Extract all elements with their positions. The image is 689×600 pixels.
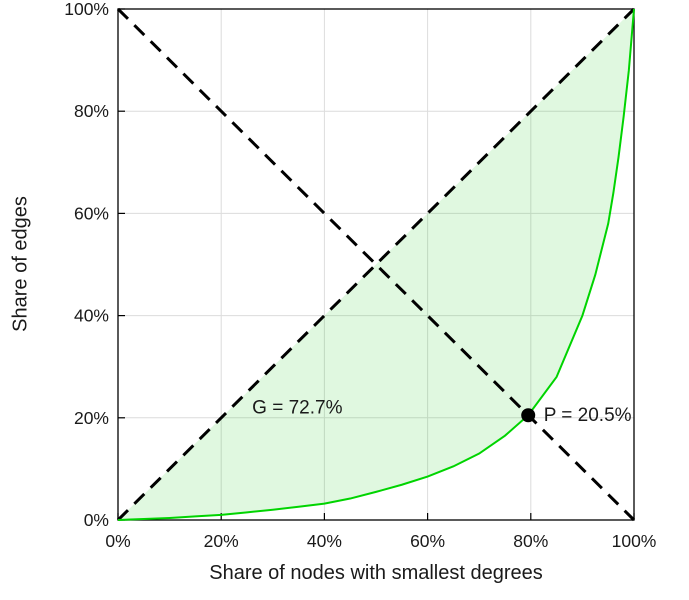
y-tick-label: 60% [74,203,109,223]
x-tick-label: 0% [105,531,130,551]
x-tick-label: 20% [204,531,239,551]
y-tick-label: 0% [84,510,109,530]
gini-area [118,9,634,520]
annotation-g: G = 72.7% [252,398,342,419]
plot-border [117,8,635,521]
y-tick-label: 80% [74,101,109,121]
equality-line [116,7,636,522]
y-tick-label: 100% [64,0,109,19]
x-tick-label: 60% [410,531,445,551]
annotation-p: P = 20.5% [544,405,632,426]
y-tick-label: 20% [74,408,109,428]
x-tick-label: 100% [612,531,657,551]
y-axis-title: Share of edges [9,196,32,332]
anti-diagonal-line [116,7,636,522]
x-tick-label: 80% [513,531,548,551]
pareto-point-marker [521,408,536,423]
x-tick-label: 40% [307,531,342,551]
y-tick-label: 40% [74,306,109,326]
lorenz-curve [117,8,635,521]
x-axis-title: Share of nodes with smallest degrees [209,562,543,584]
